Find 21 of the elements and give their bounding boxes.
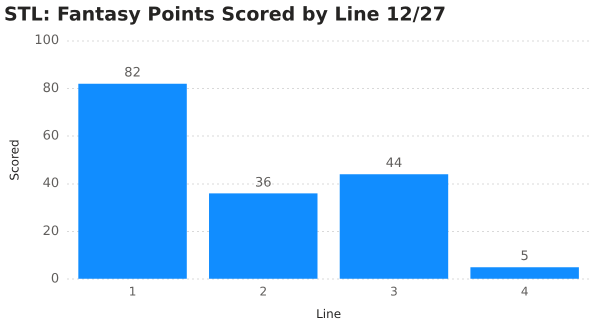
y-tick-label: 0: [50, 272, 60, 287]
x-axis-title: Line: [316, 306, 342, 321]
data-label: 5: [520, 249, 529, 264]
y-tick-label: 40: [42, 176, 60, 192]
chart-title: STL: Fantasy Points Scored by Line 12/27: [4, 3, 446, 26]
y-tick-label: 100: [34, 33, 60, 48]
y-axis-title: Scored: [7, 139, 22, 181]
bar: [78, 84, 187, 279]
y-tick-label: 60: [42, 128, 60, 144]
bar: [209, 193, 318, 279]
y-tick-label: 80: [42, 80, 60, 96]
data-label: 82: [124, 66, 141, 81]
data-label: 36: [254, 175, 272, 190]
x-tick-label: 1: [128, 284, 136, 299]
data-label: 44: [386, 156, 402, 172]
x-tick-label: 4: [520, 284, 528, 299]
bar: [340, 174, 448, 279]
bar: [470, 267, 579, 279]
x-tick-label: 3: [390, 284, 398, 299]
y-tick-label: 20: [42, 224, 60, 239]
x-tick-label: 2: [259, 284, 268, 299]
